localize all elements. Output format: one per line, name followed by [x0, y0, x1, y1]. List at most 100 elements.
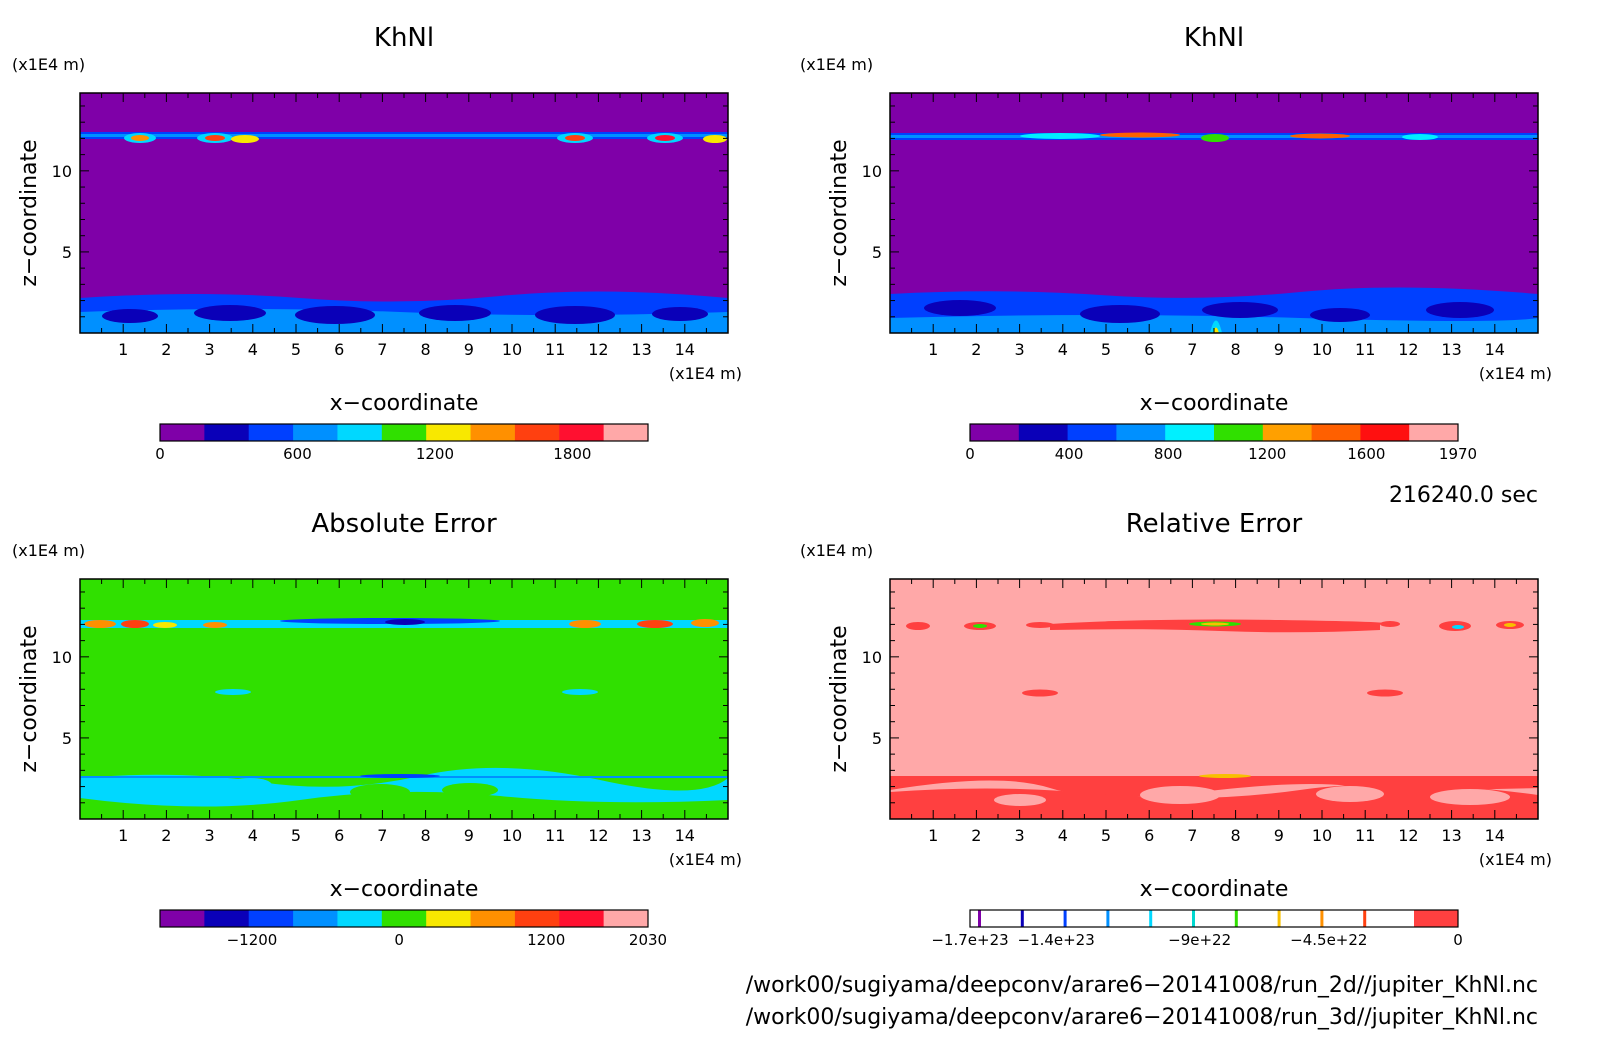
- colorbar-frame: [159, 909, 649, 928]
- x-tick-label: 5: [1101, 826, 1111, 845]
- x-tick-label: 1: [928, 826, 938, 845]
- colorbar: 0 600 1200 1800: [155, 423, 649, 463]
- x-axis-label: x−coordinate: [330, 877, 479, 902]
- colorbar-frame: [159, 423, 649, 442]
- colorbar-tick-label: 1200: [527, 931, 565, 949]
- x-tick-label: 12: [588, 340, 608, 359]
- colorbar-tick-label: 800: [1154, 445, 1183, 463]
- colorbar-contour-line: [1277, 910, 1281, 927]
- x-tick-label: 10: [1312, 340, 1332, 359]
- file-path-run-3d: /work00/sugiyama/deepconv/arare6−2014100…: [746, 1005, 1538, 1030]
- colorbar-tick-label: −1.4e+23: [1017, 931, 1094, 949]
- x-tick-label: 7: [1187, 340, 1197, 359]
- colorbar-tick-label: 600: [283, 445, 312, 463]
- x-tick-label: 8: [1231, 340, 1241, 359]
- colorbar-tick-label: 1200: [1248, 445, 1286, 463]
- colorbar-background: [970, 910, 1458, 927]
- colorbar-swatch: [381, 910, 427, 927]
- x-tick-label: 14: [675, 826, 695, 845]
- panel-absolute-error: Absolute Error (x1E4 m) (x1E4 m) x−coord…: [12, 509, 742, 949]
- x-tick-label: 5: [1101, 340, 1111, 359]
- colorbar-swatch: [160, 910, 205, 927]
- colorbar-contour-line: [1363, 910, 1367, 927]
- chart-title: Absolute Error: [311, 509, 497, 539]
- contour-features: [80, 132, 728, 333]
- x-tick-label: 4: [1058, 826, 1068, 845]
- colorbar-tick-label: 1800: [553, 445, 591, 463]
- colorbar-swatch: [1311, 424, 1361, 441]
- colorbar-swatch: [204, 910, 250, 927]
- colorbar-tick-label: 1600: [1347, 445, 1385, 463]
- colorbar-contour-line: [1063, 910, 1067, 927]
- x-tick-label: 13: [1441, 340, 1461, 359]
- contour-features: [890, 132, 1538, 333]
- x-tick-label: 1: [118, 826, 128, 845]
- x-tick-label: 14: [1485, 340, 1505, 359]
- x-tick-label: 1: [118, 340, 128, 359]
- x-tick-label: 1: [928, 340, 938, 359]
- colorbar: −1200 0 1200 2030: [159, 909, 667, 949]
- colorbar-tick-label: 0: [394, 931, 404, 949]
- x-tick-label: 4: [248, 340, 258, 359]
- colorbar-swatch: [1067, 424, 1117, 441]
- x-tick-label: 14: [1485, 826, 1505, 845]
- y-tick-label: 10: [52, 648, 72, 667]
- x-tick-label: 12: [1398, 826, 1418, 845]
- colorbar-swatch: [426, 910, 472, 927]
- colorbar-contour-line: [978, 910, 981, 927]
- colorbar-swatch: [514, 424, 560, 441]
- x-tick-label: 7: [377, 826, 387, 845]
- x-tick-label: 2: [971, 826, 981, 845]
- colorbar-swatch: [337, 424, 383, 441]
- colorbar-contour-line: [1020, 910, 1024, 927]
- x-unit-label: (x1E4 m): [669, 850, 742, 869]
- colorbar-swatch: [1262, 424, 1313, 441]
- x-tick-label: 8: [421, 826, 431, 845]
- colorbar-tick-label: −1.7e+23: [931, 931, 1008, 949]
- x-tick-label: 12: [588, 826, 608, 845]
- x-tick-label: 9: [1274, 340, 1284, 359]
- colorbar-contour-line: [1192, 910, 1195, 927]
- colorbar-swatch: [1116, 424, 1166, 441]
- chart-title: KhNl: [1184, 23, 1244, 53]
- y-axis-label: z−coordinate: [827, 625, 852, 772]
- panel-relative-error: Relative Error (x1E4 m) (x1E4 m) x−coord…: [800, 509, 1552, 949]
- panel-khnl-3d: KhNl (x1E4 m) (x1E4 m) x−coordinate z−co…: [800, 23, 1552, 463]
- y-unit-label: (x1E4 m): [800, 55, 873, 74]
- panel-khnl-2d: KhNl (x1E4 m) (x1E4 m) x−coordinate z−co…: [12, 23, 742, 463]
- x-tick-label: 10: [502, 340, 522, 359]
- y-tick-label: 10: [52, 162, 72, 181]
- colorbar-swatch: [381, 424, 427, 441]
- y-unit-label: (x1E4 m): [12, 55, 85, 74]
- colorbar: 0 400 800 1200 1600 1970: [965, 423, 1477, 463]
- x-tick-label: 3: [1015, 340, 1025, 359]
- colorbar-contour-line: [1234, 910, 1238, 927]
- x-tick-label: 10: [1312, 826, 1332, 845]
- y-unit-label: (x1E4 m): [800, 541, 873, 560]
- x-tick-label: 9: [464, 826, 474, 845]
- y-unit-label: (x1E4 m): [12, 541, 85, 560]
- x-tick-label: 2: [971, 340, 981, 359]
- contour-features: [890, 619, 1538, 819]
- colorbar-tick-label: 1200: [416, 445, 454, 463]
- x-unit-label: (x1E4 m): [669, 364, 742, 383]
- x-unit-label: (x1E4 m): [1479, 850, 1552, 869]
- y-tick-label: 10: [862, 648, 882, 667]
- x-tick-label: 8: [421, 340, 431, 359]
- x-axis-label: x−coordinate: [1140, 391, 1289, 416]
- x-tick-label: 6: [334, 340, 344, 359]
- y-tick-label: 5: [62, 729, 72, 748]
- x-tick-label: 4: [248, 826, 258, 845]
- file-path-run-2d: /work00/sugiyama/deepconv/arare6−2014100…: [746, 973, 1538, 998]
- x-axis-label: x−coordinate: [330, 391, 479, 416]
- colorbar-tick-label: −1200: [227, 931, 278, 949]
- colorbar-swatch: [337, 910, 383, 927]
- x-tick-label: 13: [1441, 826, 1461, 845]
- colorbar-contour-line: [1320, 910, 1324, 927]
- x-tick-label: 8: [1231, 826, 1241, 845]
- colorbar-swatch: [970, 424, 1020, 441]
- contour-features: [80, 618, 728, 807]
